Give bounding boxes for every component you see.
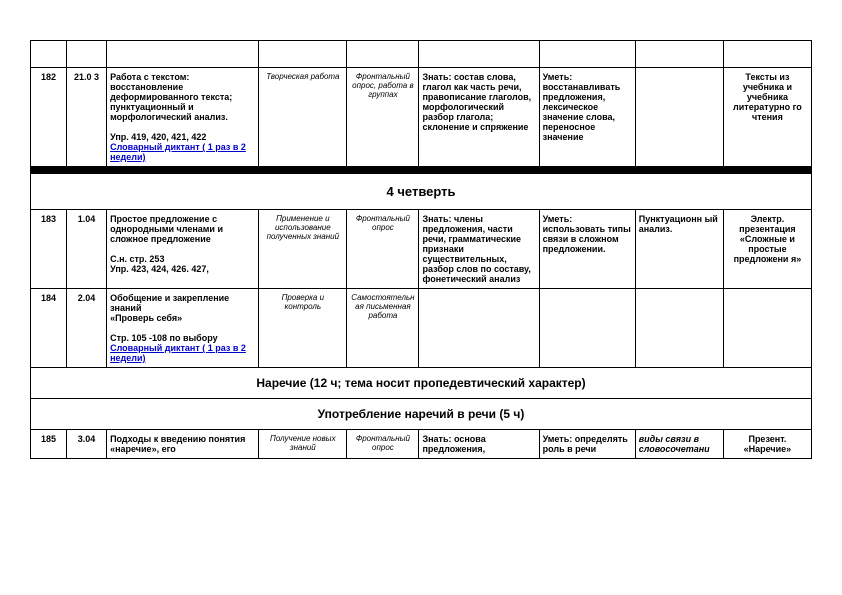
- cell-know: Знать: основа предложения,: [419, 430, 539, 459]
- topic-link[interactable]: Словарный диктант ( 1 раз в 2 недели): [110, 142, 246, 162]
- cell-form: Фронтальный опрос: [347, 430, 419, 459]
- curriculum-table: 182 21.0 3 Работа с текстом: восстановле…: [30, 40, 812, 459]
- cell-date: 21.0 3: [67, 68, 107, 167]
- cell-date: 2.04: [67, 289, 107, 368]
- cell-skill: [539, 289, 635, 368]
- cell-type: Проверка и контроль: [259, 289, 347, 368]
- cell-equip: Электр. презентация «Сложные и простые п…: [723, 210, 811, 289]
- cell-num: 183: [31, 210, 67, 289]
- cell-know: Знать: члены предложения, части речи, гр…: [419, 210, 539, 289]
- cell-topic: Подходы к введению понятия «наречие», ег…: [107, 430, 259, 459]
- cell-form: Фронтальный опрос, работа в группах: [347, 68, 419, 167]
- cell-equip: [723, 289, 811, 368]
- cell-know: Знать: состав слова, глагол как часть ре…: [419, 68, 539, 167]
- cell-extra: [635, 68, 723, 167]
- section-header-row: 4 четверть: [31, 174, 812, 210]
- table-row: 183 1.04 Простое предложение с однородны…: [31, 210, 812, 289]
- cell-date: 1.04: [67, 210, 107, 289]
- cell-topic: Простое предложение с однородными членам…: [107, 210, 259, 289]
- cell-type: Применение и использование полученных зн…: [259, 210, 347, 289]
- cell-num: 185: [31, 430, 67, 459]
- cell-know: [419, 289, 539, 368]
- cell-skill: Уметь: использовать типы связи в сложном…: [539, 210, 635, 289]
- subsection-title: Употребление наречий в речи (5 ч): [31, 399, 812, 430]
- cell-form: Самостоятельная письменная работа: [347, 289, 419, 368]
- topic-extra: Стр. 105 -108 по выбору: [110, 333, 218, 343]
- table-row: 184 2.04 Обобщение и закрепление знаний …: [31, 289, 812, 368]
- section-title: 4 четверть: [31, 174, 812, 210]
- cell-skill: Уметь: восстанавливать предложения, лекс…: [539, 68, 635, 167]
- cell-topic: Работа с текстом: восстановление деформи…: [107, 68, 259, 167]
- topic-extra: Упр. 419, 420, 421, 422: [110, 132, 206, 142]
- cell-date: 3.04: [67, 430, 107, 459]
- cell-type: Творческая работа: [259, 68, 347, 167]
- table-row: 182 21.0 3 Работа с текстом: восстановле…: [31, 68, 812, 167]
- cell-num: 184: [31, 289, 67, 368]
- cell-extra: виды связи в словосочетани: [635, 430, 723, 459]
- subsection-title: Наречие (12 ч; тема носит пропедевтическ…: [31, 368, 812, 399]
- topic-text: Работа с текстом: восстановление деформи…: [110, 72, 232, 122]
- topic-extra: С.н. стр. 253 Упр. 423, 424, 426. 427,: [110, 254, 209, 274]
- subsection-row: Употребление наречий в речи (5 ч): [31, 399, 812, 430]
- cell-topic: Обобщение и закрепление знаний «Проверь …: [107, 289, 259, 368]
- cell-type: Получение новых знаний: [259, 430, 347, 459]
- cell-equip: Тексты из учебника и учебника литературн…: [723, 68, 811, 167]
- subsection-row: Наречие (12 ч; тема носит пропедевтическ…: [31, 368, 812, 399]
- table-row: 185 3.04 Подходы к введению понятия «нар…: [31, 430, 812, 459]
- topic-link[interactable]: Словарный диктант ( 1 раз в 2 недели): [110, 343, 246, 363]
- topic-text: Обобщение и закрепление знаний «Проверь …: [110, 293, 229, 323]
- cell-equip: Презент. «Наречие»: [723, 430, 811, 459]
- cell-form: Фронтальный опрос: [347, 210, 419, 289]
- divider-row: [31, 167, 812, 174]
- cell-extra: Пунктуационн ый анализ.: [635, 210, 723, 289]
- topic-text: Простое предложение с однородными членам…: [110, 214, 223, 244]
- cell-num: 182: [31, 68, 67, 167]
- cell-extra: [635, 289, 723, 368]
- table-row: [31, 41, 812, 68]
- cell-skill: Уметь: определять роль в речи: [539, 430, 635, 459]
